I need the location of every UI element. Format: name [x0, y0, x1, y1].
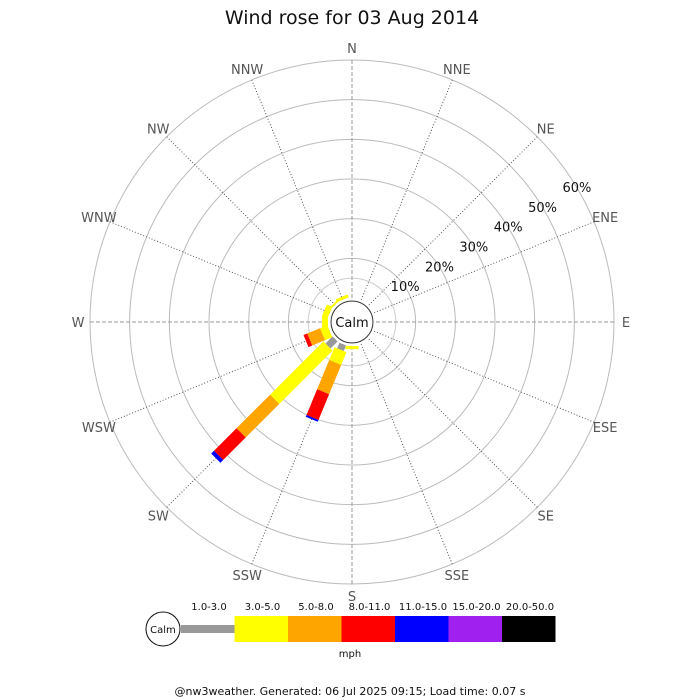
spoke-ene	[373, 221, 595, 314]
petal-ssw-bin-1	[337, 342, 347, 351]
legend-swatch-3	[288, 616, 342, 642]
direction-label-ssw: SSW	[232, 569, 262, 584]
legend-swatch-6	[448, 616, 502, 642]
legend-bin-label-6: 15.0-20.0	[452, 602, 500, 613]
petal-wsw-bin-3	[307, 328, 325, 346]
direction-label-n: N	[347, 42, 357, 57]
spoke-ne	[368, 136, 538, 306]
petal-w-bin-2	[322, 315, 328, 329]
direction-label-s: S	[348, 590, 356, 605]
spoke-ese	[373, 330, 595, 423]
direction-label-e: E	[622, 316, 630, 331]
ring-label-3: 30%	[459, 241, 488, 256]
petal-wsw-bin-4	[303, 333, 313, 348]
spoke-nne	[360, 79, 453, 301]
direction-label-wsw: WSW	[82, 421, 116, 436]
wind-petals	[211, 294, 359, 463]
petal-sw-bin-5	[211, 450, 224, 463]
direction-label-ese: ESE	[593, 421, 618, 436]
petal-sw-bin-2	[270, 341, 333, 404]
petal-sw	[211, 336, 338, 463]
petal-wsw	[303, 325, 333, 348]
direction-label-se: SE	[538, 510, 554, 525]
petal-sw-bin-3	[236, 394, 280, 438]
petal-sw-bin-4	[214, 428, 246, 460]
legend-swatch-5	[395, 616, 449, 642]
legend-bin-label-5: 11.0-15.0	[399, 602, 447, 613]
petal-ssw-bin-2	[329, 347, 347, 365]
spoke-wnw	[109, 221, 331, 314]
speed-unit-label: mph	[339, 649, 361, 660]
spoke-sse	[360, 343, 453, 565]
legend-swatch-1	[181, 625, 235, 633]
legend-swatch-4	[341, 616, 395, 642]
direction-label-w: W	[72, 316, 85, 331]
spoke-wsw	[109, 330, 331, 423]
direction-spokes	[90, 60, 614, 584]
legend-calm-circle	[145, 611, 181, 647]
direction-label-nw: NW	[147, 122, 170, 137]
calm-circle: Calm	[330, 300, 374, 344]
direction-label-nnw: NNW	[231, 63, 263, 78]
direction-label-wnw: WNW	[81, 211, 117, 226]
direction-label-nne: NNE	[443, 63, 471, 78]
grid-ring-3	[208, 178, 496, 466]
legend-bin-label-4: 8.0-11.0	[349, 602, 391, 613]
spoke-nnw	[251, 79, 344, 301]
footer-text: @nw3weather. Generated: 06 Jul 2025 09:1…	[175, 685, 526, 698]
petal-w	[322, 315, 328, 329]
legend-swatch-2	[234, 616, 288, 642]
direction-label-sw: SW	[148, 510, 169, 525]
petal-ssw-bin-3	[317, 360, 342, 395]
direction-label-ne: NE	[537, 122, 555, 137]
legend-bin-label-2: 3.0-5.0	[245, 602, 280, 613]
petal-nnw-bin-2	[335, 294, 349, 303]
legend-bin-label-3: 5.0-8.0	[298, 602, 333, 613]
direction-label-ene: ENE	[592, 211, 618, 226]
ring-label-2: 20%	[425, 260, 454, 275]
ring-label-6: 60%	[562, 181, 591, 196]
legend-swatch-7	[502, 616, 556, 642]
petal-wsw-bin-2	[320, 325, 333, 341]
speed-legend: Calm 1.0-3.0 3.0-5.0 5.0-8.0 8.0-11.0 11.0-15…	[145, 602, 556, 647]
ring-label-5: 50%	[528, 201, 557, 216]
petal-ssw-bin-4	[306, 389, 330, 420]
chart-title: Wind rose for 03 Aug 2014	[225, 7, 479, 29]
petal-ssw-bin-5	[305, 415, 319, 422]
ring-labels: 10% 20% 30% 40% 50% 60%	[391, 181, 592, 295]
legend-calm-label: Calm	[150, 625, 176, 636]
legend-bin-label-7: 20.0-50.0	[506, 602, 554, 613]
spoke-se	[368, 338, 538, 508]
direction-label-sse: SSE	[444, 569, 469, 584]
spoke-nw	[166, 136, 336, 306]
petal-nnw	[335, 294, 349, 303]
legend-bin-label-1: 1.0-3.0	[191, 602, 226, 613]
direction-labels: N NNE NE ENE E ESE SE SSE S SSW SW WSW W WNW NW NNW	[72, 42, 631, 605]
petal-sw-bin-1	[325, 336, 338, 349]
calm-circle-shape	[330, 300, 374, 344]
ring-label-1: 10%	[391, 280, 420, 295]
petal-s	[345, 346, 359, 350]
petal-ssw	[305, 342, 347, 422]
petal-s-bin-2	[345, 346, 359, 350]
ring-label-4: 40%	[494, 221, 523, 236]
calm-label: Calm	[335, 316, 368, 331]
